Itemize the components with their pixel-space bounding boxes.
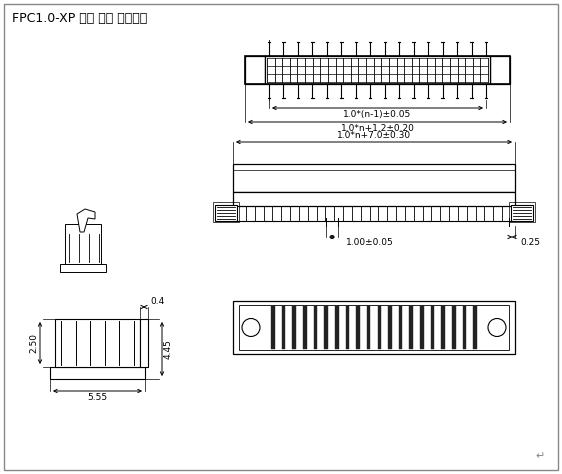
- Bar: [430, 306, 434, 349]
- Text: FPC1.0-XP 立贴 带锁 正脚位。: FPC1.0-XP 立贴 带锁 正脚位。: [12, 12, 147, 25]
- Bar: [314, 306, 318, 349]
- Bar: [233, 164, 515, 192]
- Text: 1.00±0.05: 1.00±0.05: [346, 238, 394, 247]
- Bar: [399, 306, 402, 349]
- Bar: [245, 56, 510, 84]
- Bar: [60, 264, 106, 272]
- Text: 1.0*n+1.2±0.20: 1.0*n+1.2±0.20: [341, 124, 414, 133]
- Bar: [215, 205, 237, 221]
- Text: 0.4: 0.4: [150, 297, 164, 306]
- Text: 2.50: 2.50: [29, 333, 38, 353]
- Bar: [356, 306, 360, 349]
- Text: 5.55: 5.55: [88, 393, 107, 402]
- Bar: [452, 306, 456, 349]
- Bar: [509, 202, 535, 222]
- Bar: [213, 202, 239, 222]
- Bar: [335, 306, 338, 349]
- Bar: [367, 306, 370, 349]
- Text: 4.45: 4.45: [164, 339, 173, 359]
- Circle shape: [488, 319, 506, 337]
- Bar: [271, 306, 275, 349]
- Text: 1.0*(n-1)±0.05: 1.0*(n-1)±0.05: [343, 110, 411, 119]
- Bar: [490, 56, 510, 84]
- Bar: [55, 319, 140, 367]
- Bar: [50, 367, 145, 379]
- Bar: [324, 306, 328, 349]
- Bar: [65, 224, 101, 264]
- Bar: [378, 306, 381, 349]
- Bar: [409, 306, 413, 349]
- Bar: [303, 306, 307, 349]
- Bar: [282, 306, 285, 349]
- Bar: [292, 306, 296, 349]
- Bar: [233, 192, 515, 206]
- Bar: [473, 306, 477, 349]
- Text: 1.0*n+7.0±0.30: 1.0*n+7.0±0.30: [337, 131, 411, 140]
- Bar: [346, 306, 349, 349]
- Text: ↵: ↵: [536, 451, 545, 461]
- Bar: [441, 306, 445, 349]
- Bar: [233, 301, 515, 354]
- Text: 0.25: 0.25: [520, 238, 540, 247]
- Bar: [388, 306, 392, 349]
- Polygon shape: [77, 209, 95, 232]
- Bar: [511, 205, 533, 221]
- Bar: [140, 319, 148, 367]
- Circle shape: [242, 319, 260, 337]
- Bar: [245, 56, 265, 84]
- Bar: [265, 56, 490, 84]
- Bar: [239, 305, 509, 350]
- Bar: [463, 306, 466, 349]
- Bar: [420, 306, 424, 349]
